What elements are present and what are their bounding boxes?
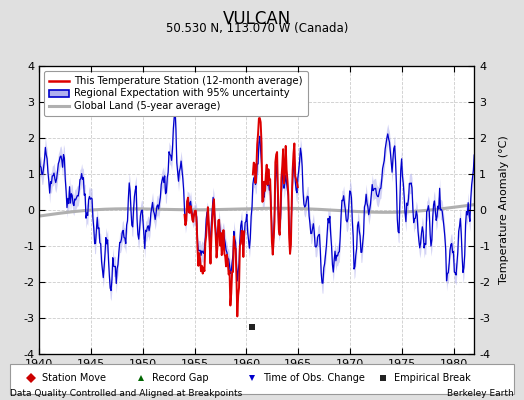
Text: Data Quality Controlled and Aligned at Breakpoints: Data Quality Controlled and Aligned at B… <box>10 389 243 398</box>
Text: Empirical Break: Empirical Break <box>394 374 471 383</box>
FancyBboxPatch shape <box>10 364 514 394</box>
Text: Time of Obs. Change: Time of Obs. Change <box>263 374 365 383</box>
Text: Record Gap: Record Gap <box>152 374 209 383</box>
Text: VULCAN: VULCAN <box>223 10 291 28</box>
Text: Berkeley Earth: Berkeley Earth <box>447 389 514 398</box>
Legend: This Temperature Station (12-month average), Regional Expectation with 95% uncer: This Temperature Station (12-month avera… <box>45 71 308 116</box>
Y-axis label: Temperature Anomaly (°C): Temperature Anomaly (°C) <box>498 136 508 284</box>
Text: Station Move: Station Move <box>42 374 106 383</box>
Text: 50.530 N, 113.070 W (Canada): 50.530 N, 113.070 W (Canada) <box>166 22 348 35</box>
